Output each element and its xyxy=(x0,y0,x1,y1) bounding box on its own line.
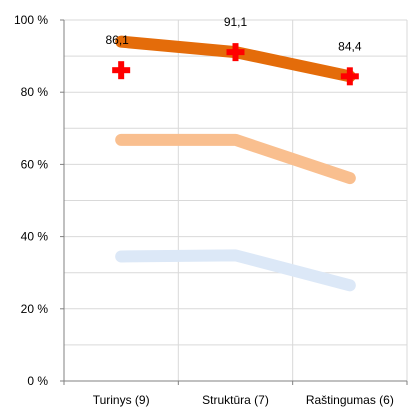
y-tick-label: 80 % xyxy=(21,85,49,99)
y-tick-label: 20 % xyxy=(21,302,49,316)
cross-marker xyxy=(226,43,245,62)
y-tick-label: 40 % xyxy=(21,230,49,244)
x-category-label: Struktūra (7) xyxy=(202,393,269,407)
axes: 0 % 20 % 40 % 60 % 80 % 100 % Turinys (9) Struk… xyxy=(14,13,408,407)
series-line-2 xyxy=(115,133,356,185)
series-lines xyxy=(115,35,356,292)
series-line-1 xyxy=(115,249,356,292)
y-tick-label: 100 % xyxy=(14,13,48,27)
x-category-label: Turinys (9) xyxy=(93,393,150,407)
data-label: 91,1 xyxy=(224,15,248,29)
y-tick-label: 60 % xyxy=(21,157,49,171)
cross-marker xyxy=(340,67,359,86)
x-category-label: Raštingumas (6) xyxy=(306,393,394,407)
cross-marker xyxy=(112,61,131,80)
data-label: 84,4 xyxy=(338,39,362,53)
markers xyxy=(112,43,359,86)
labels: 86,1 91,1 84,4 xyxy=(105,15,361,53)
grid-lines xyxy=(64,19,408,381)
y-tick-label: 0 % xyxy=(27,374,48,388)
data-label: 86,1 xyxy=(105,33,129,47)
